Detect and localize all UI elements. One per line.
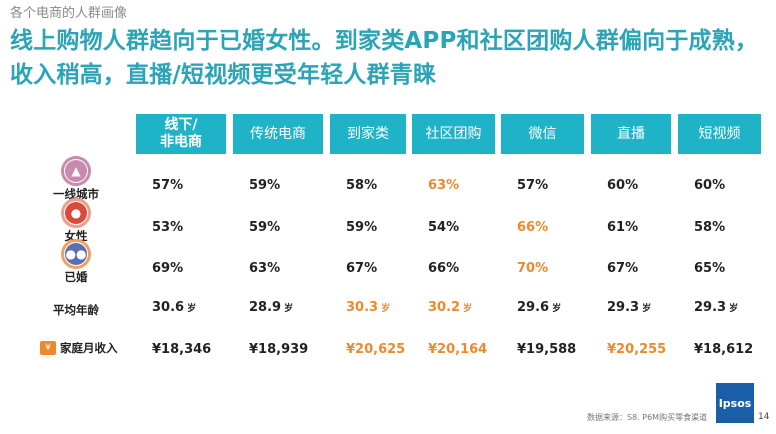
table-cell: 58% xyxy=(346,178,378,193)
table-cell: 70% xyxy=(517,261,549,276)
column-header: 到家类 xyxy=(330,114,406,154)
subtitle: 各个电商的人群画像 xyxy=(10,6,128,21)
table-cell: 29.3 岁 xyxy=(694,300,739,315)
table-cell: ¥20,625 xyxy=(346,342,406,357)
table-cell: 60% xyxy=(607,178,639,193)
row-label: ▲ 一线城市 xyxy=(16,156,136,202)
headline: 线上购物人群趋向于已婚女性。到家类APP和社区团购人群偏向于成熟，收入稍高，直播… xyxy=(10,28,759,88)
row-label: ● 女性 xyxy=(16,198,136,244)
row-label: ¥ 家庭月收入 xyxy=(40,340,140,356)
table-cell: 54% xyxy=(428,220,460,235)
table-cell: 29.6 岁 xyxy=(517,300,562,315)
table-cell: 60% xyxy=(694,178,726,193)
column-header: 微信 xyxy=(501,114,584,154)
row-label: 平均年龄 xyxy=(16,302,136,318)
row-label-text: 一线城市 xyxy=(53,187,99,201)
female-icon: ● xyxy=(61,198,91,228)
column-header: 社区团购 xyxy=(412,114,495,154)
table-cell: 63% xyxy=(249,261,281,276)
table-cell: 58% xyxy=(694,220,726,235)
column-header: 直播 xyxy=(591,114,671,154)
money-icon: ¥ xyxy=(40,341,56,355)
row-label: ●● 已婚 xyxy=(16,239,136,285)
table-cell: 67% xyxy=(607,261,639,276)
table-cell: 28.9 岁 xyxy=(249,300,294,315)
table-cell: 63% xyxy=(428,178,460,193)
table-cell: 59% xyxy=(249,178,281,193)
page-number: 14 xyxy=(758,412,770,422)
table-cell: 29.3 岁 xyxy=(607,300,652,315)
table-cell: 61% xyxy=(607,220,639,235)
table-cell: ¥19,588 xyxy=(517,342,577,357)
column-header: 短视频 xyxy=(678,114,761,154)
table-cell: 66% xyxy=(517,220,549,235)
table-cell: ¥20,255 xyxy=(607,342,667,357)
table-cell: 66% xyxy=(428,261,460,276)
column-header: 传统电商 xyxy=(233,114,323,154)
table-cell: 69% xyxy=(152,261,184,276)
table-cell: 30.6 岁 xyxy=(152,300,197,315)
table-cell: ¥20,164 xyxy=(428,342,488,357)
table-cell: 30.2 岁 xyxy=(428,300,473,315)
table-cell: 53% xyxy=(152,220,184,235)
logo: Ipsos xyxy=(716,383,754,423)
table-cell: 30.3 岁 xyxy=(346,300,391,315)
table-cell: 57% xyxy=(152,178,184,193)
table-cell: 67% xyxy=(346,261,378,276)
column-header: 线下/非电商 xyxy=(136,114,226,154)
city-icon: ▲ xyxy=(61,156,91,186)
row-label-text: 平均年龄 xyxy=(53,303,99,317)
row-label-text: 家庭月收入 xyxy=(60,341,118,355)
table-cell: ¥18,939 xyxy=(249,342,309,357)
table-cell: 59% xyxy=(346,220,378,235)
table-cell: 65% xyxy=(694,261,726,276)
row-label-text: 已婚 xyxy=(64,270,88,284)
table-cell: ¥18,346 xyxy=(152,342,212,357)
couple-icon: ●● xyxy=(61,239,91,269)
table-cell: 57% xyxy=(517,178,549,193)
footer-source: 数据来源：S8. P6M购买零食渠道 xyxy=(587,413,708,422)
table-cell: ¥18,612 xyxy=(694,342,754,357)
table-cell: 59% xyxy=(249,220,281,235)
